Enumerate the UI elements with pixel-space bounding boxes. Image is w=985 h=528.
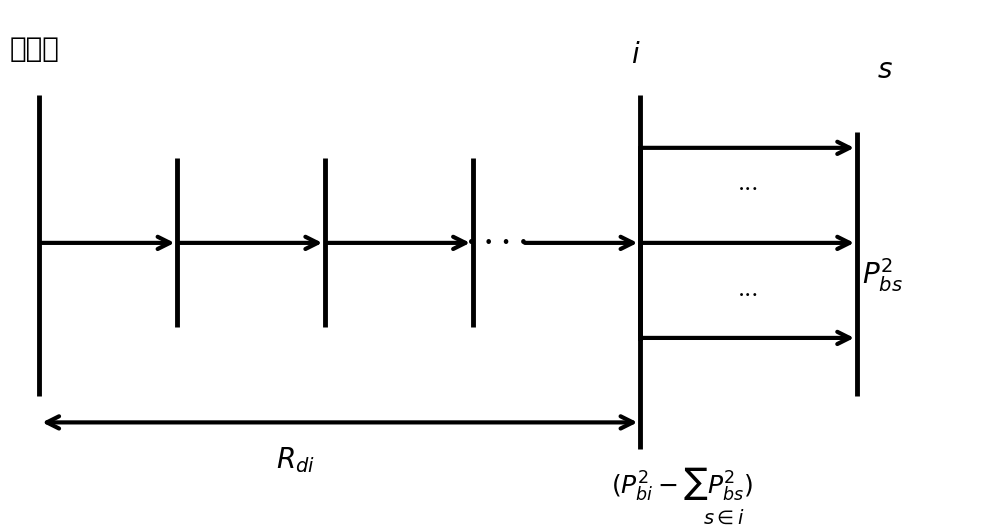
Text: $i$: $i$ <box>630 42 640 69</box>
Text: ···: ··· <box>738 179 759 201</box>
Text: $s$: $s$ <box>877 58 892 84</box>
Text: ···: ··· <box>738 285 759 307</box>
Text: $s\in i$: $s\in i$ <box>703 510 745 528</box>
Text: $R_{di}$: $R_{di}$ <box>276 446 315 475</box>
Text: $P^{2}_{bs}$: $P^{2}_{bs}$ <box>862 256 902 294</box>
Text: 源节点: 源节点 <box>10 35 60 63</box>
Text: $(P^{2}_{bi}-\sum P^{2}_{bs})$: $(P^{2}_{bi}-\sum P^{2}_{bs})$ <box>611 465 753 502</box>
Text: · · · ·: · · · · <box>467 231 528 255</box>
